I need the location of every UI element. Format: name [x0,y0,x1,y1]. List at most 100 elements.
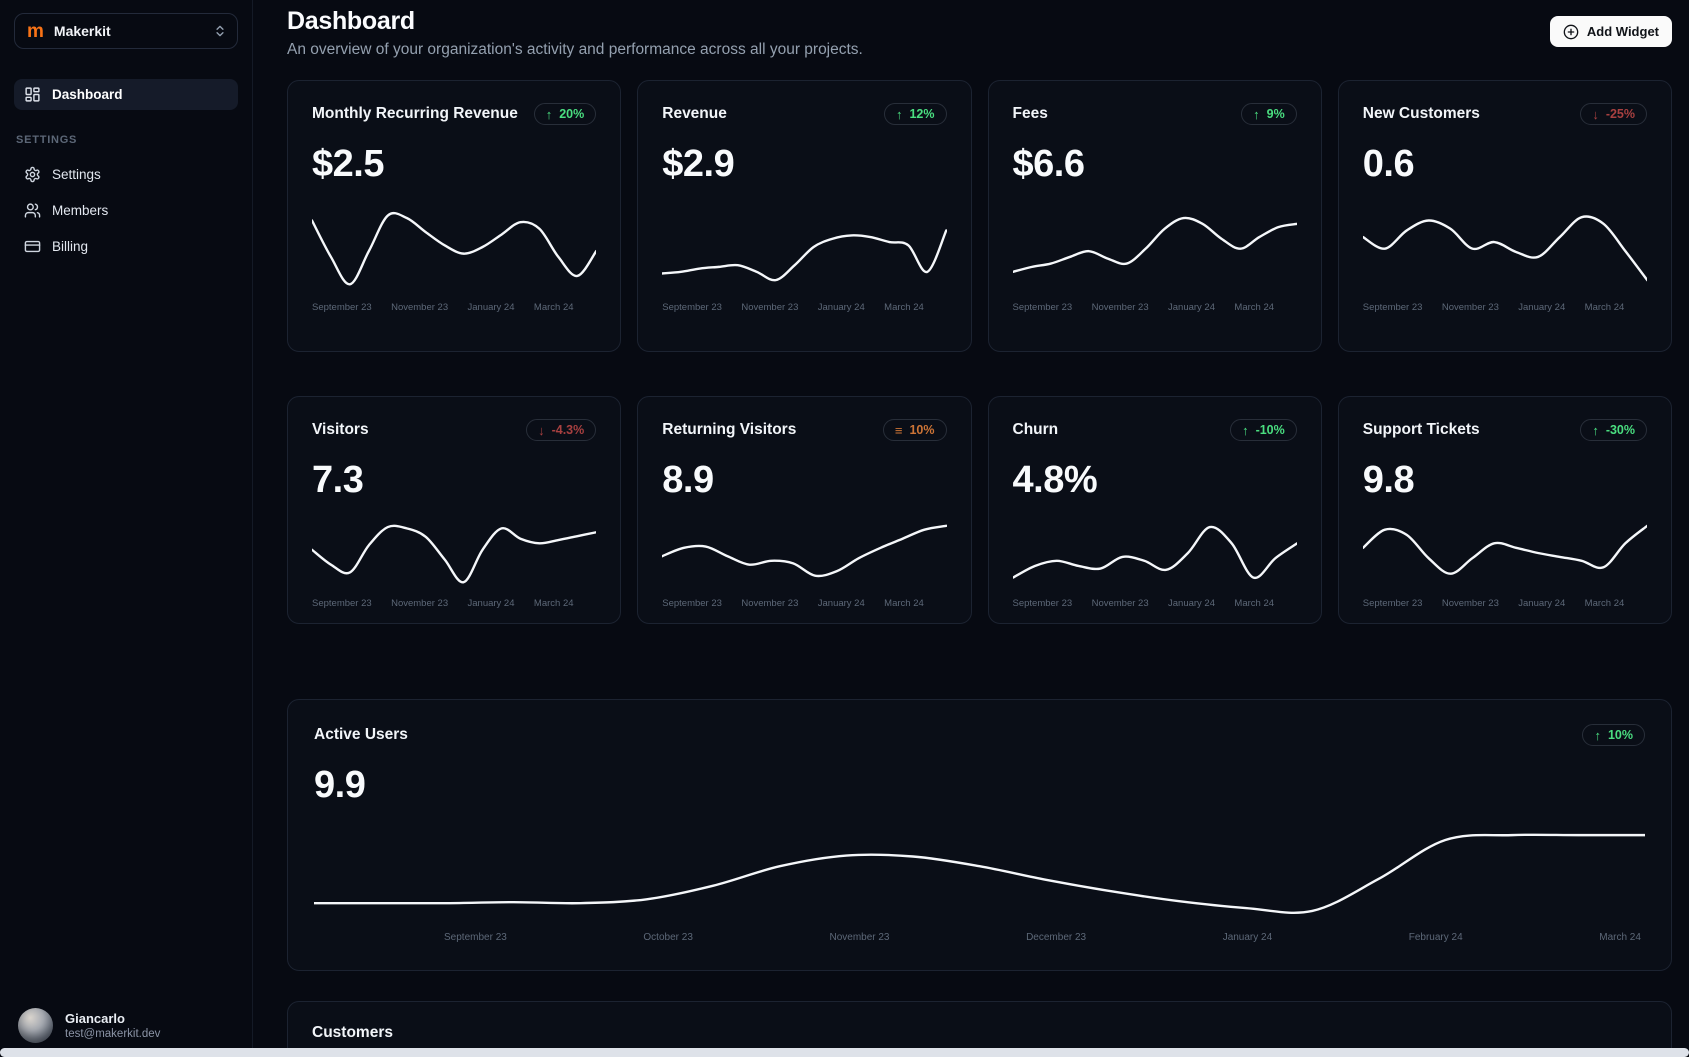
sidebar-item-members[interactable]: Members [14,196,238,224]
x-axis-label: September 23 [662,598,722,609]
metric-card-churn: Churn ↑ -10% 4.8% September 23 November … [987,396,1322,624]
trend-value: -30% [1605,423,1635,437]
x-axis-label: September 23 [312,598,372,609]
sidebar-item-billing[interactable]: Billing [14,232,238,260]
x-axis-label: January 24 [1168,598,1216,609]
x-axis-label: March 24 [533,598,574,609]
metric-card-new-customers: New Customers ↓ -25% 0.6 September 23 No… [1337,80,1672,352]
trend-badge: ↑ 12% [883,103,947,125]
trend-down-icon: ↓ [538,422,545,438]
sidebar-item-label: Members [52,202,109,218]
x-axis-label: January 24 [467,598,515,609]
sidebar-item-label: Settings [52,166,101,182]
x-axis-label: November 23 [1441,598,1499,609]
metric-card-revenue: Revenue ↑ 12% $2.9 September 23 November… [637,80,972,352]
trend-value: -25% [1605,107,1635,121]
user-account[interactable]: Giancarlo test@makerkit.dev [18,1008,160,1043]
trend-value: 12% [909,107,935,121]
sparkline-chart [1013,201,1297,293]
metrics-grid: Monthly Recurring Revenue ↑ 20% $2.5 Sep… [287,80,1672,624]
x-axis-label: November 23 [391,302,449,313]
x-axis-label: September 23 [662,302,722,313]
x-axis-label: September 23 [444,932,507,943]
trend-badge: ↑ 10% [1582,724,1645,746]
metric-value: 8.9 [662,459,714,501]
plus-circle-icon [1563,24,1579,40]
x-axis-label: November 23 [391,598,449,609]
card-title: New Customers [1362,105,1480,122]
x-axis-label: January 24 [1168,302,1216,313]
sparkline-chart [1363,201,1647,293]
trend-value: -4.3% [551,423,585,437]
card-title: Churn [1012,421,1059,438]
metric-card-support-tickets: Support Tickets ↑ -30% 9.8 September 23 … [1337,396,1672,624]
add-widget-button[interactable]: Add Widget [1549,16,1672,47]
credit-card-icon [24,238,41,255]
trend-neutral-icon: ≡ [894,422,903,438]
horizontal-scrollbar[interactable] [0,1048,1689,1057]
x-axis-label: March 24 [1234,598,1275,609]
trend-value: 10% [1607,728,1633,742]
x-axis-label: January 24 [1518,598,1566,609]
add-widget-label: Add Widget [1586,24,1659,39]
sidebar: m Makerkit Dashboard SETTINGS Settings [0,0,253,1057]
x-axis-label: September 23 [1362,302,1423,313]
x-axis-label: November 23 [829,932,890,943]
trend-up-icon: ↑ [1253,106,1260,122]
metric-value: 0.6 [1362,143,1415,185]
trend-up-icon: ↑ [1594,727,1601,743]
sparkline-chart [1363,517,1647,589]
card-title: Fees [1012,105,1048,122]
card-title: Revenue [662,105,727,122]
metric-card-monthly-recurring-revenue: Monthly Recurring Revenue ↑ 20% $2.5 Sep… [287,80,622,352]
sidebar-section-settings: SETTINGS [16,134,78,146]
x-axis-label: November 23 [741,598,799,609]
x-axis-label: March 24 [1584,598,1625,609]
x-axis-label: November 23 [1091,598,1149,609]
trend-value: -10% [1255,423,1285,437]
trend-down-icon: ↓ [1592,106,1599,122]
x-axis-label: January 24 [1518,302,1566,313]
trend-up-icon: ↑ [895,106,903,122]
x-axis-label: September 23 [1012,598,1073,609]
x-axis-label: October 23 [643,932,693,943]
x-axis-label: March 24 [1234,302,1275,313]
trend-value: 20% [559,107,585,121]
trend-badge: ↑ 9% [1241,103,1297,125]
x-axis-label: March 24 [884,598,924,609]
x-axis-label: January 24 [817,302,865,313]
trend-badge: ↑ 20% [533,103,597,125]
x-axis-label: January 24 [467,302,515,313]
metric-value: 9.9 [314,764,366,806]
sidebar-item-settings[interactable]: Settings [14,160,238,188]
trend-badge: ↑ -10% [1230,419,1297,441]
x-axis-label: March 24 [533,302,574,313]
card-title: Visitors [312,421,369,438]
trend-up-icon: ↑ [545,106,553,122]
metric-value: $2.5 [312,143,384,185]
card-title: Monthly Recurring Revenue [312,105,518,122]
x-axis-label: March 24 [884,302,924,313]
x-axis-labels: September 23 November 23 January 24 Marc… [662,302,946,313]
x-axis-labels: September 23 November 23 January 24 Marc… [312,302,596,313]
user-name: Giancarlo [65,1011,125,1026]
workspace-selector[interactable]: m Makerkit [14,13,238,49]
user-email: test@makerkit.dev [65,1028,161,1040]
x-axis-labels: September 23 November 23 January 24 Marc… [1013,302,1297,313]
x-axis-label: January 24 [817,598,865,609]
sidebar-item-dashboard[interactable]: Dashboard [14,79,238,110]
sidebar-item-label: Dashboard [52,87,123,102]
trend-up-icon: ↑ [1242,422,1249,438]
trend-badge: ↑ -30% [1580,419,1647,441]
trend-badge: ↓ -4.3% [526,419,597,441]
x-axis-label: November 23 [1091,302,1149,313]
x-axis-label: November 23 [741,302,799,313]
makerkit-logo: m [27,20,44,42]
x-axis-labels: September 23 November 23 January 24 Marc… [662,598,946,609]
sparkline-chart [312,517,596,589]
gear-icon [24,166,41,183]
sparkline-chart [662,517,946,589]
page-subtitle: An overview of your organization's activ… [287,41,863,58]
users-icon [24,202,41,219]
card-title: Support Tickets [1362,421,1480,438]
